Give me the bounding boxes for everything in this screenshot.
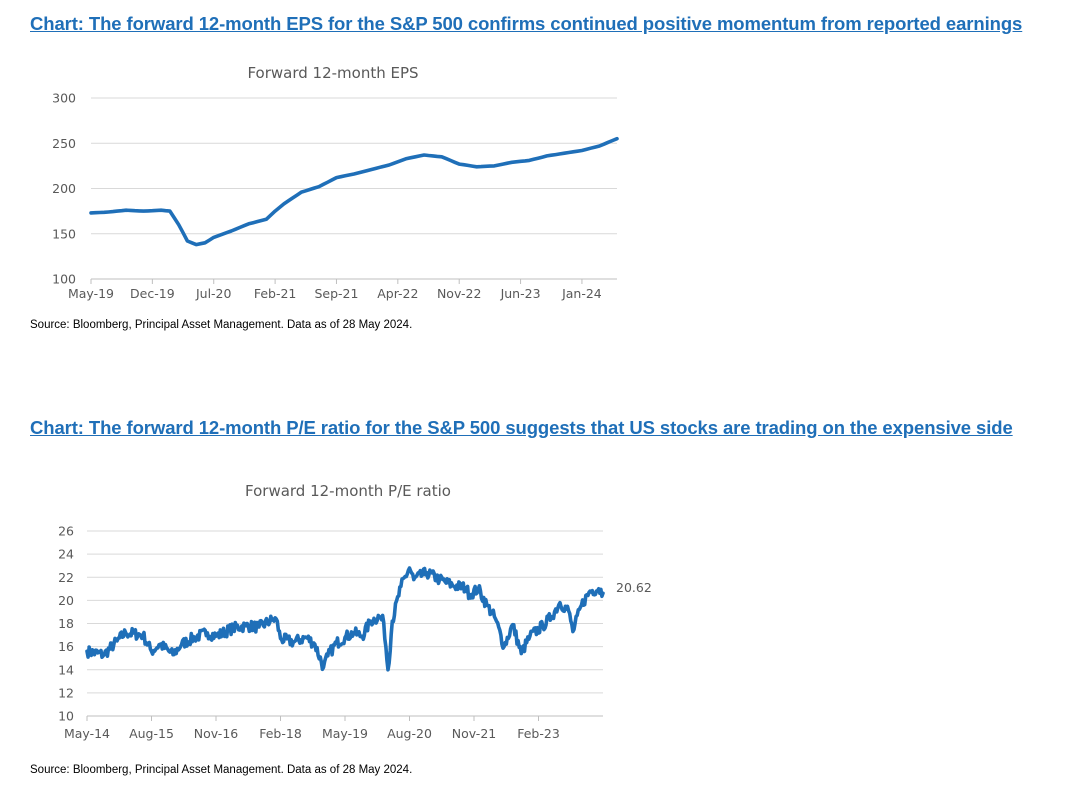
pe-source-note: Source: Bloomberg, Principal Asset Manag… [30, 764, 413, 776]
eps-chart-title: Forward 12-month EPS [247, 64, 418, 82]
x-tick-label: May-19 [68, 286, 114, 301]
x-tick-label: Dec-19 [130, 286, 175, 301]
y-tick-label: 26 [58, 524, 74, 539]
chart-headline-eps[interactable]: Chart: The forward 12-month EPS for the … [30, 13, 1023, 34]
pe-gridlines [87, 530, 603, 717]
pe-y-axis: 10 12 14 16 18 20 22 24 26 [58, 524, 74, 724]
pe-chart-title: Forward 12-month P/E ratio [245, 482, 451, 500]
x-tick-label: Feb-23 [517, 726, 560, 741]
eps-y-axis: 100 150 200 250 300 [52, 91, 76, 287]
pe-chart: Forward 12-month P/E ratio 10 12 14 16 18 20 2… [58, 482, 652, 741]
eps-chart: Forward 12-month EPS 100 150 200 250 300 May… [52, 64, 619, 301]
eps-series-group [89, 136, 619, 247]
y-tick-label: 250 [52, 136, 76, 151]
y-tick-label: 22 [58, 570, 74, 585]
eps-x-axis: May-19 Dec-19 Jul-20 Feb-21 Sep-21 Apr-22 Nov-… [68, 279, 602, 301]
pe-series-line [85, 566, 605, 672]
eps-source-note: Source: Bloomberg, Principal Asset Manag… [30, 319, 413, 331]
x-tick-label: Jun-23 [500, 286, 541, 301]
y-tick-label: 12 [58, 685, 74, 700]
y-tick-label: 14 [58, 662, 74, 677]
y-tick-label: 150 [52, 226, 76, 241]
x-tick-label: Apr-22 [377, 286, 418, 301]
x-tick-label: May-19 [322, 726, 368, 741]
x-tick-label: Aug-20 [387, 726, 432, 741]
y-tick-label: 20 [58, 593, 74, 608]
y-tick-label: 24 [58, 547, 74, 562]
chart-headline-pe[interactable]: Chart: The forward 12-month P/E ratio fo… [30, 417, 1013, 438]
x-tick-label: Feb-21 [254, 286, 297, 301]
pe-series-group [85, 566, 605, 672]
y-tick-label: 10 [58, 709, 74, 724]
pe-x-axis: May-14 Aug-15 Nov-16 Feb-18 May-19 Aug-20 Nov-… [64, 716, 560, 741]
x-tick-label: Jul-20 [195, 286, 232, 301]
x-tick-label: Nov-22 [437, 286, 481, 301]
x-tick-label: Nov-21 [452, 726, 496, 741]
x-tick-label: Feb-18 [259, 726, 302, 741]
x-tick-label: Jan-24 [561, 286, 602, 301]
eps-series-line [89, 136, 619, 247]
y-tick-label: 16 [58, 639, 74, 654]
eps-gridlines [91, 97, 617, 280]
y-tick-label: 300 [52, 91, 76, 106]
x-tick-label: May-14 [64, 726, 110, 741]
y-tick-label: 100 [52, 272, 76, 287]
y-tick-label: 18 [58, 616, 74, 631]
y-tick-label: 200 [52, 181, 76, 196]
pe-last-value-label: 20.62 [616, 580, 652, 595]
x-tick-label: Aug-15 [129, 726, 174, 741]
x-tick-label: Nov-16 [194, 726, 239, 741]
x-tick-label: Sep-21 [314, 286, 358, 301]
